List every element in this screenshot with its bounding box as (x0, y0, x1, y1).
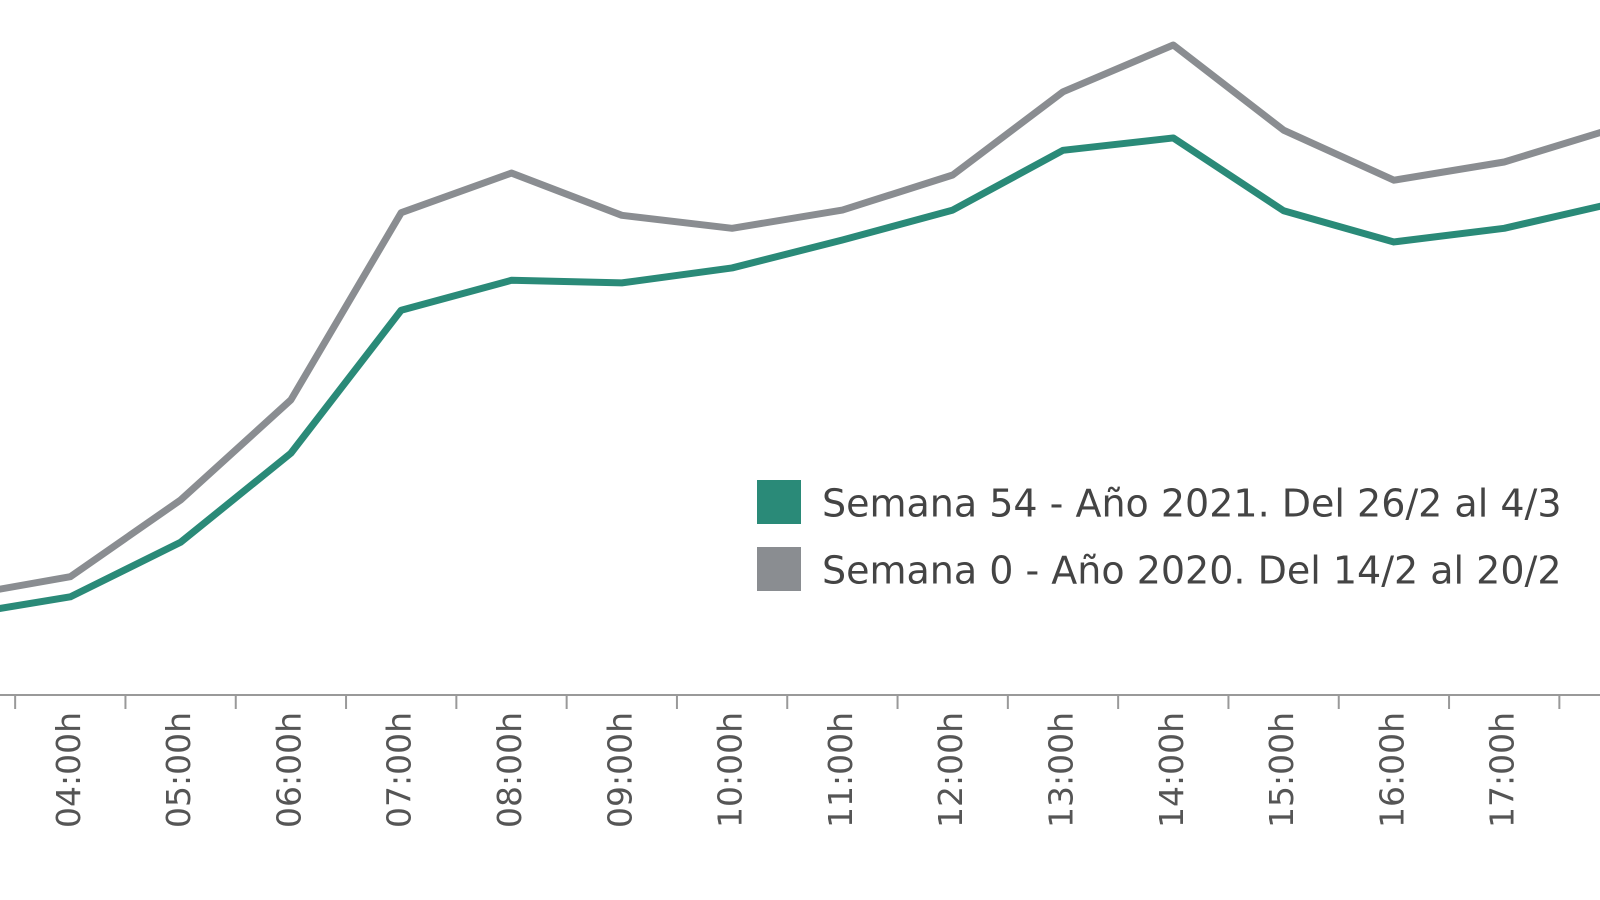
x-tick-label: 07:00h (380, 712, 419, 828)
x-tick-label: 11:00h (821, 712, 860, 828)
x-tick-label: 08:00h (490, 712, 529, 828)
x-tick-label: 13:00h (1042, 712, 1081, 828)
x-tick-label: 15:00h (1262, 712, 1301, 828)
legend-swatch (757, 480, 801, 524)
legend-label: Semana 54 - Año 2021. Del 26/2 al 4/3 (822, 482, 1562, 526)
x-tick-label: 10:00h (711, 712, 750, 828)
x-tick-label: 14:00h (1152, 712, 1191, 828)
legend-swatch (757, 547, 801, 591)
x-tick-label: 04:00h (49, 712, 88, 828)
x-tick-label: 06:00h (269, 712, 308, 828)
x-tick-label: 17:00h (1483, 712, 1522, 828)
x-tick-label: 05:00h (159, 712, 198, 828)
series-line (0, 41, 1600, 593)
series-line (0, 134, 1600, 612)
x-tick-label: 16:00h (1372, 712, 1411, 828)
x-tick-label: 09:00h (600, 712, 639, 828)
x-tick-label: 12:00h (931, 712, 970, 828)
legend-label: Semana 0 - Año 2020. Del 14/2 al 20/2 (822, 549, 1562, 593)
